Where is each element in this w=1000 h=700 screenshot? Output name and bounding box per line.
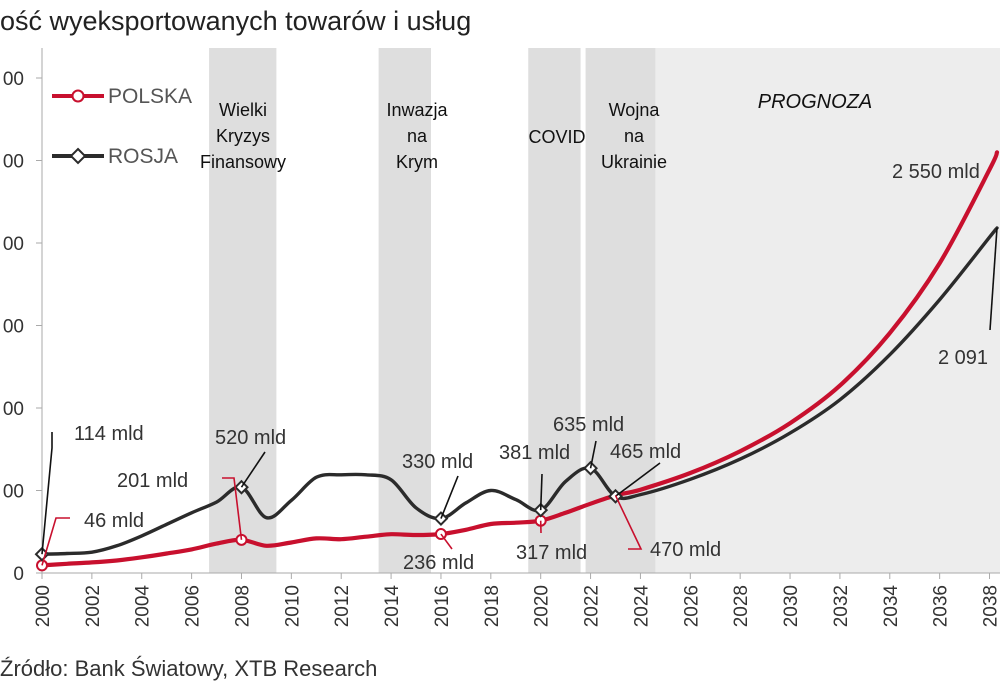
x-tick-label: 2022 [582, 585, 603, 627]
x-tick-label: 2036 [931, 585, 952, 627]
annotation-label: 2 091 [938, 347, 988, 369]
annotation-label: 381 mld [499, 442, 570, 464]
x-tick-label: 2026 [681, 585, 702, 627]
shaded-period-label: Inwazja [386, 100, 448, 120]
annotation-label: 46 mld [84, 510, 144, 532]
annotation-leader [440, 533, 453, 550]
legend-marker [69, 147, 87, 165]
shaded-period-label: Ukrainie [601, 152, 667, 172]
x-tick-label: 2034 [881, 585, 902, 628]
shaded-period-2 [528, 48, 581, 573]
shaded-period-label: na [407, 126, 428, 146]
annotation-leader [614, 495, 643, 550]
annotation-label: 317 mld [516, 542, 587, 564]
source-note: Źródło: Bank Światowy, XTB Research [0, 656, 378, 681]
shaded-period-label: COVID [528, 127, 585, 147]
x-tick-label: 2008 [232, 585, 253, 627]
legend-item-polska: POLSKA [52, 85, 192, 108]
x-tick-label: 2020 [532, 585, 553, 627]
shaded-period-label: Finansowy [200, 152, 286, 172]
annotation-leader [615, 462, 661, 497]
x-tick-label: 2014 [382, 585, 403, 628]
annotation-label: 236 mld [403, 552, 474, 574]
x-tick-label: 2038 [981, 585, 1000, 627]
annotation-label: 114 mld [74, 423, 144, 445]
y-tick-label: 00 [3, 399, 24, 420]
x-tick-label: 2024 [631, 585, 652, 628]
annotation-label: 470 mld [650, 539, 721, 561]
shaded-periods: PROGNOZA Wielki Kryzys Finansowy Inwazja na Kr… [200, 48, 1000, 573]
x-tick-label: 2010 [282, 585, 303, 627]
y-tick-label: 00 [3, 69, 24, 90]
x-tick-label: 2012 [332, 585, 353, 627]
legend-label: ROSJA [108, 145, 178, 168]
shaded-period-label: na [624, 126, 645, 146]
x-tick-label: 2006 [183, 585, 204, 627]
x-tick-label: 2000 [33, 585, 54, 627]
shaded-period-label: Kryzys [216, 126, 270, 146]
annotation-leader [440, 475, 459, 519]
forecast-label: PROGNOZA [758, 91, 872, 113]
x-tick-label: 2018 [482, 585, 503, 627]
y-tick-label: 00 [3, 317, 24, 338]
shaded-period-label: Wielki [219, 100, 267, 120]
legend-label: POLSKA [108, 85, 192, 108]
y-tick-label: 00 [3, 234, 24, 255]
annotation-label: 520 mld [215, 427, 286, 449]
annotation-leader [589, 440, 597, 469]
shaded-period-1 [378, 48, 431, 573]
annotation-label: 201 mld [117, 470, 188, 492]
y-tick-label: 00 [3, 152, 24, 173]
annotation-leader [41, 517, 70, 566]
annotation-leader [240, 451, 266, 488]
chart-title: ość wyeksportowanych towarów i usług [0, 6, 472, 36]
shaded-period-3 [585, 48, 656, 573]
annotation-leader [539, 473, 543, 511]
x-tick-label: 2016 [432, 585, 453, 627]
x-tick-label: 2002 [83, 585, 104, 627]
annotation-label: 2 550 mld [892, 161, 980, 183]
annotation-label: 330 mld [402, 451, 473, 473]
x-tick-label: 2032 [831, 585, 852, 627]
y-tick-label: 00 [3, 482, 24, 503]
y-tick-label: 0 [13, 564, 24, 585]
shaded-period-label: Wojna [609, 100, 661, 120]
annotation-leader [222, 477, 243, 540]
annotation-label: 465 mld [610, 441, 681, 463]
annotation-leader [989, 227, 998, 331]
forecast-region [655, 48, 1000, 573]
x-tick-label: 2030 [781, 585, 802, 627]
annotations: 114 mld 46 mld 201 mld 520 mld 330 mld 236 ml… [41, 161, 998, 574]
series-line-polska [39, 150, 1000, 568]
legend-marker [71, 89, 85, 103]
annotation-leader [41, 432, 53, 555]
shaded-period-label: Krym [396, 152, 438, 172]
legend: POLSKA ROSJA [52, 85, 192, 168]
annotation-label: 635 mld [553, 414, 624, 436]
legend-item-rosja: ROSJA [52, 145, 178, 168]
x-tick-label: 2028 [731, 585, 752, 627]
x-tick-label: 2004 [133, 585, 154, 628]
